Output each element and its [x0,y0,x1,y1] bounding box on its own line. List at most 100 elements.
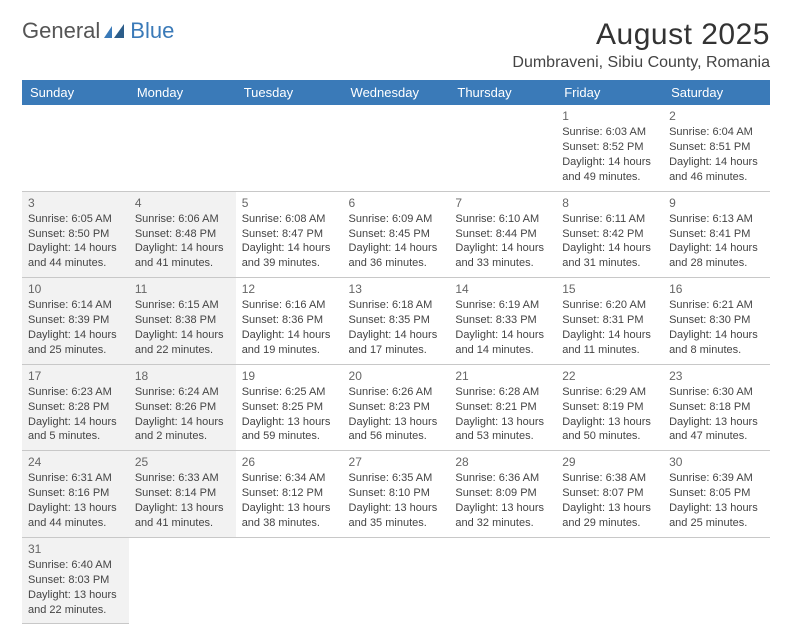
daylight-text: Daylight: 13 hours [28,588,123,603]
daylight-text: and 2 minutes. [135,429,230,444]
calendar-body: 1Sunrise: 6:03 AMSunset: 8:52 PMDaylight… [22,105,770,624]
daylight-text: Daylight: 13 hours [455,415,550,430]
sunset-text: Sunset: 8:23 PM [349,400,444,415]
sunset-text: Sunset: 8:42 PM [562,227,657,242]
sunrise-text: Sunrise: 6:20 AM [562,298,657,313]
sunset-text: Sunset: 8:09 PM [455,486,550,501]
day-cell: 11Sunrise: 6:15 AMSunset: 8:38 PMDayligh… [129,278,236,365]
day-number: 30 [669,454,764,470]
day-cell: 17Sunrise: 6:23 AMSunset: 8:28 PMDayligh… [22,364,129,451]
sunrise-text: Sunrise: 6:13 AM [669,212,764,227]
day-number: 9 [669,195,764,211]
day-cell: 30Sunrise: 6:39 AMSunset: 8:05 PMDayligh… [663,451,770,538]
day-cell: 15Sunrise: 6:20 AMSunset: 8:31 PMDayligh… [556,278,663,365]
day-number: 23 [669,368,764,384]
sunset-text: Sunset: 8:07 PM [562,486,657,501]
daylight-text: Daylight: 14 hours [135,328,230,343]
title-block: August 2025 Dumbraveni, Sibiu County, Ro… [512,18,770,72]
daylight-text: and 25 minutes. [28,343,123,358]
week-row: 3Sunrise: 6:05 AMSunset: 8:50 PMDaylight… [22,191,770,278]
day-number: 25 [135,454,230,470]
day-number: 6 [349,195,444,211]
sunset-text: Sunset: 8:35 PM [349,313,444,328]
daylight-text: Daylight: 14 hours [669,241,764,256]
daylight-text: and 53 minutes. [455,429,550,444]
sunset-text: Sunset: 8:26 PM [135,400,230,415]
day-cell: 1Sunrise: 6:03 AMSunset: 8:52 PMDaylight… [556,105,663,191]
daylight-text: and 33 minutes. [455,256,550,271]
day-number: 8 [562,195,657,211]
sunrise-text: Sunrise: 6:18 AM [349,298,444,313]
day-number: 22 [562,368,657,384]
empty-cell [556,537,663,624]
daylight-text: and 35 minutes. [349,516,444,531]
empty-cell [449,105,556,191]
empty-cell [129,537,236,624]
location: Dumbraveni, Sibiu County, Romania [512,54,770,72]
day-number: 19 [242,368,337,384]
sunrise-text: Sunrise: 6:35 AM [349,471,444,486]
sunrise-text: Sunrise: 6:23 AM [28,385,123,400]
daylight-text: Daylight: 13 hours [242,415,337,430]
week-row: 10Sunrise: 6:14 AMSunset: 8:39 PMDayligh… [22,278,770,365]
daylight-text: and 19 minutes. [242,343,337,358]
calendar-table: SundayMondayTuesdayWednesdayThursdayFrid… [22,80,770,624]
day-number: 4 [135,195,230,211]
sunrise-text: Sunrise: 6:34 AM [242,471,337,486]
daylight-text: and 36 minutes. [349,256,444,271]
day-cell: 5Sunrise: 6:08 AMSunset: 8:47 PMDaylight… [236,191,343,278]
sunset-text: Sunset: 8:44 PM [455,227,550,242]
empty-cell [343,105,450,191]
day-number: 27 [349,454,444,470]
daylight-text: Daylight: 14 hours [242,241,337,256]
daylight-text: Daylight: 14 hours [135,415,230,430]
sunset-text: Sunset: 8:25 PM [242,400,337,415]
daylight-text: Daylight: 13 hours [455,501,550,516]
page-header: General Blue August 2025 Dumbraveni, Sib… [22,18,770,72]
daylight-text: and 22 minutes. [28,603,123,618]
day-cell: 6Sunrise: 6:09 AMSunset: 8:45 PMDaylight… [343,191,450,278]
sunset-text: Sunset: 8:38 PM [135,313,230,328]
day-number: 17 [28,368,123,384]
daylight-text: and 47 minutes. [669,429,764,444]
day-cell: 26Sunrise: 6:34 AMSunset: 8:12 PMDayligh… [236,451,343,538]
day-number: 16 [669,281,764,297]
empty-cell [129,105,236,191]
empty-cell [22,105,129,191]
day-number: 13 [349,281,444,297]
day-cell: 22Sunrise: 6:29 AMSunset: 8:19 PMDayligh… [556,364,663,451]
daylight-text: and 41 minutes. [135,516,230,531]
sunrise-text: Sunrise: 6:21 AM [669,298,764,313]
daylight-text: Daylight: 13 hours [349,415,444,430]
empty-cell [449,537,556,624]
sunset-text: Sunset: 8:36 PM [242,313,337,328]
week-row: 24Sunrise: 6:31 AMSunset: 8:16 PMDayligh… [22,451,770,538]
empty-cell [236,105,343,191]
day-cell: 18Sunrise: 6:24 AMSunset: 8:26 PMDayligh… [129,364,236,451]
day-cell: 4Sunrise: 6:06 AMSunset: 8:48 PMDaylight… [129,191,236,278]
sunset-text: Sunset: 8:31 PM [562,313,657,328]
daylight-text: and 14 minutes. [455,343,550,358]
daylight-text: and 46 minutes. [669,170,764,185]
day-cell: 8Sunrise: 6:11 AMSunset: 8:42 PMDaylight… [556,191,663,278]
daylight-text: and 25 minutes. [669,516,764,531]
sunset-text: Sunset: 8:48 PM [135,227,230,242]
day-number: 7 [455,195,550,211]
dayname-wednesday: Wednesday [343,80,450,105]
sunrise-text: Sunrise: 6:15 AM [135,298,230,313]
day-cell: 27Sunrise: 6:35 AMSunset: 8:10 PMDayligh… [343,451,450,538]
logo-icon [102,22,128,40]
dayname-monday: Monday [129,80,236,105]
dayname-saturday: Saturday [663,80,770,105]
day-number: 28 [455,454,550,470]
sunrise-text: Sunrise: 6:06 AM [135,212,230,227]
day-cell: 20Sunrise: 6:26 AMSunset: 8:23 PMDayligh… [343,364,450,451]
sunrise-text: Sunrise: 6:09 AM [349,212,444,227]
daylight-text: and 11 minutes. [562,343,657,358]
day-cell: 28Sunrise: 6:36 AMSunset: 8:09 PMDayligh… [449,451,556,538]
sunrise-text: Sunrise: 6:14 AM [28,298,123,313]
day-number: 11 [135,281,230,297]
daylight-text: Daylight: 14 hours [455,241,550,256]
daylight-text: Daylight: 13 hours [349,501,444,516]
sunrise-text: Sunrise: 6:05 AM [28,212,123,227]
